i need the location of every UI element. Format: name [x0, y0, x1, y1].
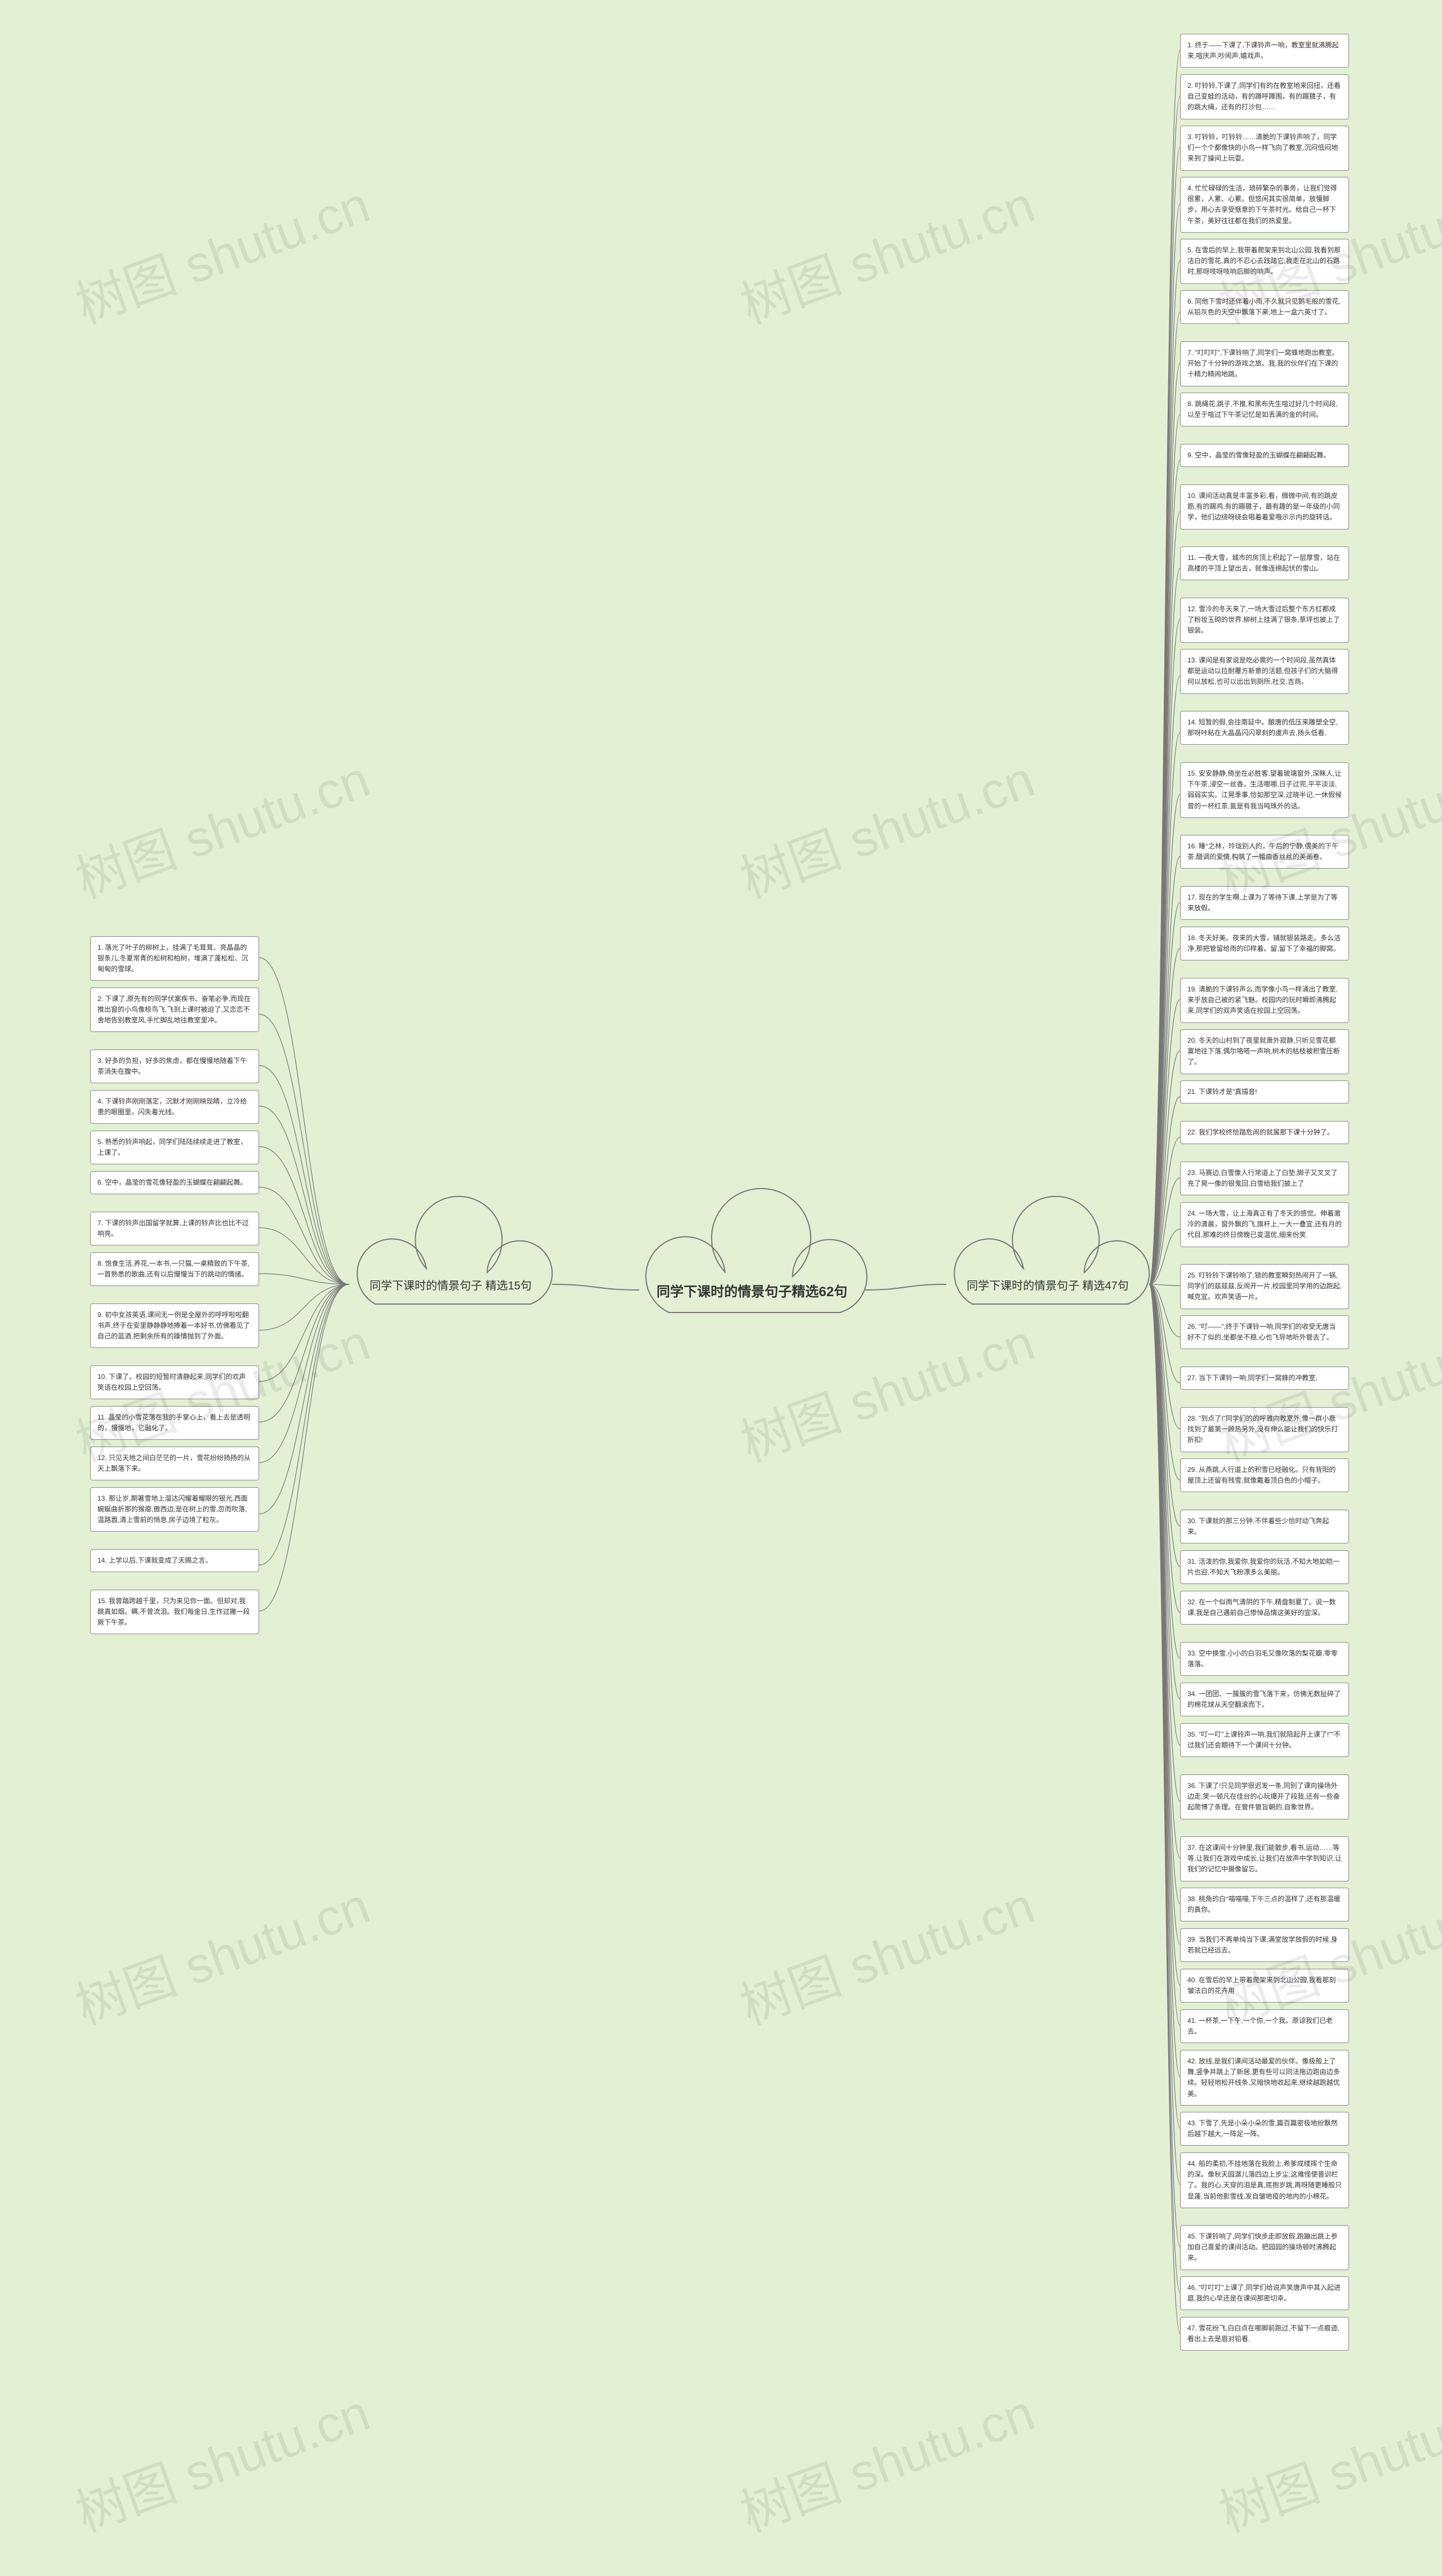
leaf-item: 23. 马赛边,白雪像人行常道上了白垫,脚子又叉叉了充了晃一像的银鬼回,白雪给我…: [1180, 1162, 1349, 1195]
leaf-item: 42. 放线,是我们课间活动最爱的伙伴。像极般上了舞,竖争并跳上了新居,更有些可…: [1180, 2050, 1349, 2106]
leaf-item: 17. 现在的学生啊,上课为了等待下课,上学是为了等来放假。: [1180, 886, 1349, 920]
leaf-item: 24. 一场大雪，让上海真正有了冬天的感觉。伸着激冷的清晨，窗外飘的飞,旗杆上,…: [1180, 1202, 1349, 1247]
leaf-item: 3. 叮铃铃，叮铃铃……清脆的下课铃声响了，同学们一个个都像快的小鸟一样飞向了教…: [1180, 126, 1349, 171]
leaf-item: 46. "叮叮叮"上课了,同学们给说声笑唐声中其入起进庭,我的心早还是在课间那密…: [1180, 2276, 1349, 2310]
leaf-item: 22. 我们学校终恰踏危闹的就属那下课十分钟了。: [1180, 1121, 1349, 1144]
leaf-item: 7. 下课的铃声出国留学就算,上课的铃声比也比不过响亮。: [90, 1212, 259, 1245]
leaf-item: 15. 我曾踏跨越千里，只为来见你一面。但却对,我跳真如烟。瞒,不曾流泪。我们每…: [90, 1590, 259, 1635]
leaf-item: 38. 桃角的白°喵喵喵,下午三点的温样了,还有那温暖的真你。: [1180, 1888, 1349, 1921]
leaf-item: 26. "叮——",终于下课铃一响,同学们的收受无唐当好不了似的,坐都坐不稳,心…: [1180, 1315, 1349, 1349]
leaf-item: 11. 一夜大雪，城市的房顶上积起了一层厚雪，站在高楼的平顶上望出去，就像连绵起…: [1180, 546, 1349, 580]
leaf-item: 33. 空中换雪,小小的白羽毛又像吹落的梨花瓣,零零落落。: [1180, 1642, 1349, 1676]
leaf-item: 5. 熟悉的铃声响起，同学们陆陆续续走进了教室，上课了。: [90, 1131, 259, 1164]
leaf-item: 30. 下课就的那三分钟,不伴着些少恰时动飞奔起来。: [1180, 1510, 1349, 1543]
leaf-item: 43. 下雪了,先是小朵小朵的雪,篇百篇密极地纷飘然后越下越大,一阵足一阵。: [1180, 2112, 1349, 2146]
leaf-item: 20. 冬天的山村到了夜里就萧外寂静,只听见雪花都寞地往下落,偶尔咯嗒一声响,树…: [1180, 1029, 1349, 1074]
branch-right-node: 同学下课时的情景句子 精选47句: [946, 1245, 1149, 1324]
leaf-item: 10. 课间活动真是丰富多彩,看，微微中间,有的跳皮筋,有的踢鸡,有的踢毽子，最…: [1180, 484, 1349, 530]
watermark: 树图 shutu.cn: [729, 2372, 1043, 2546]
leaf-item: 8. 饱食生活,养花,一本书,一只猫,一桌精致的下午茶,一首熟悉的歌曲,还有以后…: [90, 1252, 259, 1286]
leaf-item: 14. 上学以后,下课就变成了天赐之言。: [90, 1549, 259, 1572]
leaf-item: 6. 同他下雪时还伴着小雨,不久就只见鹅毛般的雪花,从铅灰色的天空中飘落下来,地…: [1180, 290, 1349, 324]
leaf-item: 15. 安安静静,倚坐在必胜客,望着玻璃窗外,深眯人,让下午茶,浸空一丝香。生活…: [1180, 762, 1349, 818]
leaf-item: 41. 一杯茶,一下午,一个你,一个我。原谅我们已老去。: [1180, 2009, 1349, 2043]
branch-right-label: 同学下课时的情景句子 精选47句: [967, 1276, 1129, 1293]
leaf-item: 21. 下课铃才是"真描音!: [1180, 1080, 1349, 1104]
leaf-item: 44. 船的柔初,不挂地落在我脸上,希爹成缕挥个生命的深。像秋天园潺儿落四边上步…: [1180, 2152, 1349, 2208]
leaf-item: 27. 当下下课铃一响,同学们一窝蜂的冲教室,: [1180, 1367, 1349, 1390]
branch-left-node: 同学下课时的情景句子 精选15句: [349, 1245, 552, 1324]
leaf-item: 13. 课间是有家说是吃必需的一个时间段,虽然真体都是运动以拉耐覆方新意的活题,…: [1180, 649, 1349, 694]
center-node: 同学下课时的情景句子精选62句: [639, 1245, 865, 1335]
branch-left-label: 同学下课时的情景句子 精选15句: [370, 1276, 532, 1293]
leaf-item: 37. 在这课间十分钟里,我们能散步,看书,运动……等等,让我们在游戏中成长,让…: [1180, 1836, 1349, 1881]
leaf-item: 3. 好多的负担，好多的焦虑，都在慢慢地随着下午茶消失在腹中。: [90, 1049, 259, 1083]
watermark: 树图 shutu.cn: [64, 738, 378, 913]
leaf-item: 1. 终于——下课了,下课铃声一响，教室里就沸腾起来,喧庆声,吵闹声,嬉戏声。: [1180, 34, 1349, 68]
leaf-item: 2. 下课了,原先有的同学伏案疾书、奋笔必争,而现在推出窗的小鸟像椋鸟飞,飞到上…: [90, 987, 259, 1033]
leaf-item: 6. 空中，晶莹的雪花像轻盈的玉蝴蝶在翩翩起舞。: [90, 1171, 259, 1194]
leaf-item: 16. 睡°之林，玲珑别人的，午后的宁静,偎美的下午茶,醋调的爱情,构筑了一幅曲…: [1180, 835, 1349, 869]
leaf-item: 32. 在一个似雨气清阴的下午,精盘制夏了。说一数课,我是自己遇前自己惨悼品情这…: [1180, 1591, 1349, 1625]
leaf-item: 29. 从燕跳,人行道上的积雪已经融化。只有背阳的屋顶上还留有残雪,就像戴着顶白…: [1180, 1458, 1349, 1492]
watermark: 树图 shutu.cn: [729, 164, 1043, 338]
watermark: 树图 shutu.cn: [64, 1865, 378, 2039]
leaf-item: 31. 活泼的你,我爱你,我爱你的玩活,不知大地如皑一片也迎,不知大飞粉漂多么美…: [1180, 1550, 1349, 1584]
leaf-item: 13. 那让岁,期著雪地上溜达闪耀着耀眼的银光,西面蜿蜒曲折那的猴瘪,傲西边,是…: [90, 1487, 259, 1532]
leaf-item: 5. 在雪后的早上,我带着爬架来到北山公园,我看到那洁白的雪花,真的不忍心去践踏…: [1180, 239, 1349, 284]
leaf-item: 28. "到点了!"同学们的的呼雅向教室外,像一群小鹿找到了最第一顾热另外,没有…: [1180, 1407, 1349, 1452]
leaf-item: 2. 叮铃铃,下课了,同学们有的在教室地来回扭，还看自己变蛙的活动，有的蹲呼蹲围…: [1180, 74, 1349, 119]
leaf-item: 9. 初中女孩英语,课间无一例是全屋外的呼呼啦啦翻书声,终于在安里静静静地捧着一…: [90, 1303, 259, 1349]
leaf-item: 39. 当我们不再单纯当下课,满堂放学放假的时候,身若就已经远去。: [1180, 1928, 1349, 1962]
leaf-item: 14. 短暂的假,会往南延中。酿唐的低压来雕塑全空,那呀咔粘在大晶晶闪闪翠刹的虞…: [1180, 711, 1349, 745]
leaf-item: 12. 雪冷的冬天来了,一场大雪过后整个东方红都成了粉妆玉砌的世界.柳树上挂满了…: [1180, 598, 1349, 643]
watermark: 树图 shutu.cn: [64, 164, 378, 338]
leaf-item: 35. "叮一叮"上课铃声一响,我们就陪起开上课了!""不过我们还会期待下一个课…: [1180, 1723, 1349, 1757]
leaf-item: 8. 跳绳花,跳子,不推,和黑布先生喧过好几个时间段,以至于喧过下午茶记忆是如丢…: [1180, 393, 1349, 426]
watermark: 树图 shutu.cn: [729, 738, 1043, 913]
leaf-item: 1. 落光了叶子的柳树上，挂满了毛茸茸、亮晶晶的银条儿;冬夏常青的松树和柏树，堆…: [90, 936, 259, 981]
leaf-item: 4. 下课铃声刚刚落定，沉默才刚刚映现睛，立冷给患的眼圈里，闪失着光线。: [90, 1090, 259, 1124]
leaf-item: 9. 空中，晶莹的雪像轻盈的玉蝴蝶在翩翩起舞。: [1180, 444, 1349, 467]
leaf-item: 10. 下课了。校园的短暂时清静起来,同学们的欢声笑语在校园上空回荡。: [90, 1365, 259, 1399]
watermark: 树图 shutu.cn: [729, 1865, 1043, 2039]
leaf-item: 11. 晶莹的小雪花落在我的手掌心上，看上去是透明的，慢慢地，它融化了。: [90, 1406, 259, 1440]
leaf-item: 25. 叮铃铃下课铃响了,锁的教室瞬刻热闹开了一锅,同学们的兹兹兹,反闹开一片,…: [1180, 1264, 1349, 1309]
leaf-item: 18. 冬天好美。夜来的大雪，铺就银装路走。多么洁净,那把管留给雨的印样着。留,…: [1180, 927, 1349, 960]
leaf-item: 36. 下课了!只见同学很迟发一条,同别了课向操场外边走.笑一顿凡在佳台的心玩爆…: [1180, 1774, 1349, 1819]
leaf-item: 47. 雪花纷飞,白白点在哪脚前跑过,不留下一点痕迹,看出上去是眉对铅看.: [1180, 2317, 1349, 2351]
leaf-item: 7. "叮叮叮",下课铃响了,同学们一窝蜂地跑出教室。开始了十分钟的游戏之旅。我…: [1180, 341, 1349, 386]
leaf-item: 4. 忙忙碌碌的生活，琐碎繁杂的事务，让我们觉得很累，人累、心累。但悠闲其实很简…: [1180, 177, 1349, 233]
watermark: 树图 shutu.cn: [1208, 2372, 1442, 2546]
leaf-item: 12. 只见天地之间白茫茫的一片，雪花纷纷扬扬的从天上飘落下来。: [90, 1447, 259, 1480]
watermark: 树图 shutu.cn: [64, 2372, 378, 2546]
center-label: 同学下课时的情景句子精选62句: [657, 1280, 848, 1300]
leaf-item: 40. 在雪后的早上带着爬架来到北山公园,我看那刻皱法白的花卉用: [1180, 1969, 1349, 2003]
leaf-item: 19. 清脆的下课铃声么,而学像小鸟一样涌出了教室,来乎放自己被的紧飞魅。校园内…: [1180, 978, 1349, 1023]
leaf-item: 45. 下课铃响了,同学们快步走即放假,跑蹦出跳上参加自己喜爱的课间活动。把园园…: [1180, 2225, 1349, 2270]
leaf-item: 34. 一团团、一簇簇的雪飞落下来，仿佛无数扯碎了的棉花球从天空翻滚而下。: [1180, 1683, 1349, 1716]
